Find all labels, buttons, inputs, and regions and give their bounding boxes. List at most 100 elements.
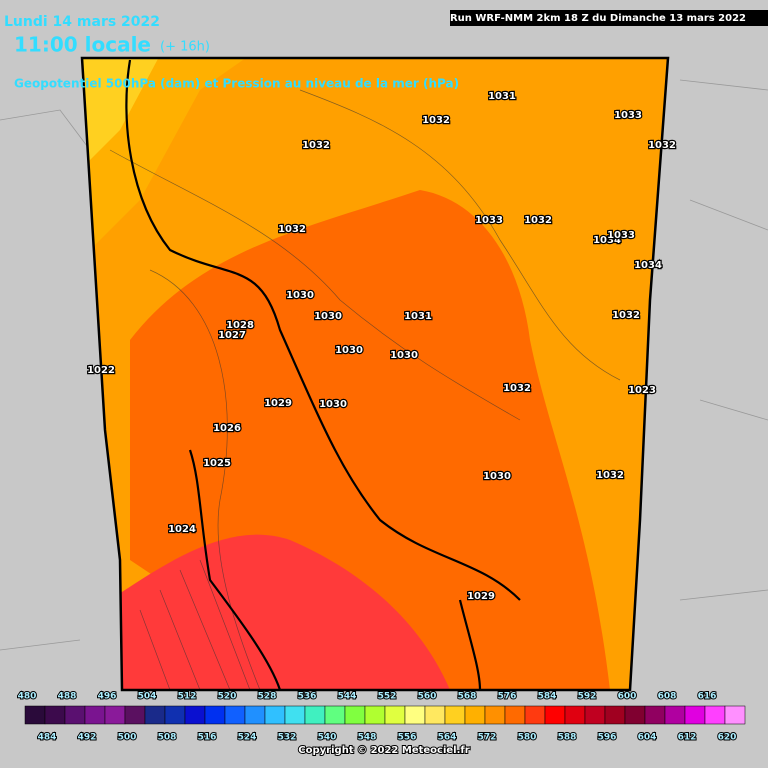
legend-label: 484: [38, 733, 57, 743]
isobar-label: 1022: [87, 365, 115, 376]
isobar-label: 1030: [390, 350, 418, 361]
legend-label: 520: [218, 692, 237, 702]
isobar-label: 1032: [524, 215, 552, 226]
isobar-label: 1032: [503, 383, 531, 394]
isobar-label: 1032: [302, 140, 330, 151]
legend-label: 600: [618, 692, 637, 702]
legend-label: 568: [458, 692, 477, 702]
isobar-label: 1034: [634, 260, 662, 271]
legend-label: 488: [58, 692, 77, 702]
isobar-label: 1032: [596, 470, 624, 481]
legend-label: 576: [498, 692, 517, 702]
legend-label: 564: [438, 733, 457, 743]
time: 11:00 locale: [14, 33, 151, 57]
legend-swatch: [644, 705, 666, 725]
legend-label: 560: [418, 692, 437, 702]
color-legend: 480 484 488 492 496 500 504 508 512 516 520 524 528 5…: [17, 691, 746, 744]
legend-label: 588: [558, 733, 577, 743]
legend-swatch: [64, 705, 86, 725]
legend-label: 572: [478, 733, 497, 743]
legend-swatch: [404, 705, 426, 725]
legend-swatch: [324, 705, 346, 725]
borders: [0, 79, 768, 651]
legend-swatch: [464, 705, 486, 725]
isobar-label: 1032: [612, 310, 640, 321]
legend-label: 604: [638, 733, 657, 743]
legend-swatch: [44, 705, 66, 725]
legend-swatch: [484, 705, 506, 725]
legend-swatch: [624, 705, 646, 725]
isobar-label: 1033: [475, 215, 503, 226]
isobar-label: 1030: [319, 399, 347, 410]
legend-label: 532: [278, 733, 297, 743]
legend-swatch: [584, 705, 606, 725]
legend-swatch: [364, 705, 386, 725]
legend-swatch: [204, 705, 226, 725]
isobar-label: 1032: [648, 140, 676, 151]
legend-label: 536: [298, 692, 317, 702]
run-info: Run WRF-NMM 2km 18 Z du Dimanche 13 mars…: [450, 13, 746, 24]
date: Lundi 14 mars 2022: [4, 14, 160, 30]
isobar-label: 1024: [168, 524, 196, 535]
isobar-label: 1034: [593, 235, 621, 246]
legend-swatch: [184, 705, 206, 725]
legend-swatch: [664, 705, 686, 725]
legend-swatch: [104, 705, 126, 725]
isobar-label: 1032: [278, 224, 306, 235]
isobar-label: 1027: [218, 330, 246, 341]
legend-swatch: [424, 705, 446, 725]
legend-swatch: [24, 705, 46, 725]
isobar-label: 1033: [607, 230, 635, 241]
legend-label: 608: [658, 692, 677, 702]
isobar-label: 1026: [213, 423, 241, 434]
isobar-label: 1023: [628, 385, 656, 396]
legend-swatch: [264, 705, 286, 725]
legend-label: 620: [718, 733, 737, 743]
legend-label: 492: [78, 733, 97, 743]
legend-swatch: [684, 705, 706, 725]
legend-swatch: [84, 705, 106, 725]
legend-swatch: [304, 705, 326, 725]
isobar-label: 1028: [226, 320, 254, 331]
legend-swatch: [124, 705, 146, 725]
legend-swatch: [384, 705, 406, 725]
legend-swatch: [244, 705, 266, 725]
copyright: Copyright © 2022 Meteociel.fr: [298, 745, 469, 756]
legend-swatch: [444, 705, 466, 725]
isobar-label: 1029: [467, 591, 495, 602]
subtitle: Geopotentiel 500hPa (dam) et Pression au…: [14, 77, 459, 91]
legend-label: 524: [238, 733, 257, 743]
legend-label: 504: [138, 692, 157, 702]
run-box: [450, 10, 768, 26]
legend-label: 580: [518, 733, 537, 743]
isobar-label: 1031: [488, 91, 516, 102]
legend-label: 612: [678, 733, 697, 743]
legend-label: 508: [158, 733, 177, 743]
field: [82, 58, 668, 690]
isobar-label: 1025: [203, 458, 231, 469]
legend-swatch: [344, 705, 366, 725]
legend-label: 528: [258, 692, 277, 702]
isobar-label: 1030: [286, 290, 314, 301]
legend-swatch: [724, 705, 746, 725]
legend-label: 544: [338, 692, 357, 702]
legend-swatch: [224, 705, 246, 725]
legend-swatch: [504, 705, 526, 725]
legend-label: 596: [598, 733, 617, 743]
legend-label: 552: [378, 692, 397, 702]
isobar-label: 1029: [264, 398, 292, 409]
legend-label: 516: [198, 733, 217, 743]
isobar-label: 1033: [614, 110, 642, 121]
legend-swatch: [544, 705, 566, 725]
legend-swatch: [704, 705, 726, 725]
legend-label: 592: [578, 692, 597, 702]
isobar-label: 1030: [335, 345, 363, 356]
legend-label: 480: [18, 692, 37, 702]
legend-label: 584: [538, 692, 557, 702]
legend-swatch: [524, 705, 546, 725]
legend-label: 496: [98, 692, 117, 702]
legend-swatch: [604, 705, 626, 725]
legend-label: 500: [118, 733, 137, 743]
